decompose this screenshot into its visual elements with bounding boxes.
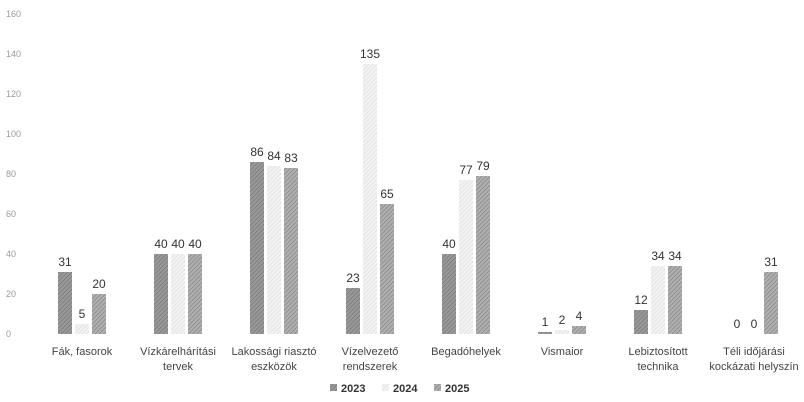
data-label: 77 (459, 163, 473, 177)
category-label-line: kockázati helyszín (709, 361, 798, 373)
y-tick-label: 160 (6, 9, 21, 19)
bar-2023 (634, 310, 648, 334)
y-tick-label: 0 (6, 329, 11, 339)
data-label: 23 (346, 271, 360, 285)
category-label: Vízkárelhárítási tervek (140, 346, 216, 373)
category-label-line: technika (638, 361, 680, 373)
category-label-line: Begadóhelyek (431, 346, 501, 358)
category-label: Vízelvezető rendszerek (342, 346, 399, 373)
y-tick-label: 100 (6, 129, 21, 139)
data-label: 79 (476, 159, 490, 173)
data-label: 40 (154, 237, 168, 251)
category-label: Téli időjárási kockázati helyszín (709, 346, 798, 373)
legend-label: 2025 (445, 383, 469, 395)
data-label: 0 (751, 317, 758, 331)
bar-2024 (171, 254, 185, 334)
data-label: 5 (79, 307, 86, 321)
bar-2024 (555, 330, 569, 334)
category-label: Lebiztosított technika (628, 346, 687, 373)
category-label-line: Lebiztosított (628, 346, 687, 358)
data-label: 34 (651, 249, 665, 263)
data-label: 2 (559, 313, 566, 327)
data-label: 31 (764, 255, 778, 269)
y-tick-label: 80 (6, 169, 16, 179)
data-label: 12 (634, 293, 648, 307)
bar-2024 (363, 64, 377, 334)
data-label: 40 (442, 237, 456, 251)
category-label: Lakossági riasztó eszközök (232, 346, 317, 373)
data-label: 34 (668, 249, 682, 263)
bar-2025 (284, 168, 298, 334)
data-label: 0 (734, 317, 741, 331)
bar-2023 (538, 332, 552, 334)
bar-2023 (154, 254, 168, 334)
legend-swatch-2023 (330, 384, 337, 391)
category-label-line: Vízkárelhárítási (140, 346, 216, 358)
bar-2025 (764, 272, 778, 334)
category-label-line: Vismaior (541, 346, 584, 358)
bar-2023 (442, 254, 456, 334)
category-label: Begadóhelyek (431, 346, 501, 358)
bar-2025 (572, 326, 586, 334)
legend-swatch-2025 (434, 384, 441, 391)
category-label: Fák, fasorok (52, 346, 113, 358)
bar-2025 (92, 294, 106, 334)
data-label: 20 (92, 277, 106, 291)
category-labels: Fák, fasorok Vízkárelhárítási tervek Lakoss… (52, 346, 799, 373)
y-tick-label: 40 (6, 249, 16, 259)
data-label: 83 (284, 151, 298, 165)
data-label: 65 (380, 187, 394, 201)
legend-swatch-2024 (382, 384, 389, 391)
category-label-line: Lakossági riasztó (232, 346, 317, 358)
category-label-line: eszközök (251, 361, 297, 373)
y-axis-ticks: 0 20 40 60 80 100 120 140 160 (6, 9, 21, 339)
bar-2025 (476, 176, 490, 334)
bar-2024 (75, 324, 89, 334)
category-label-line: Fák, fasorok (52, 346, 113, 358)
bar-2024 (267, 166, 281, 334)
y-tick-label: 120 (6, 89, 21, 99)
data-label: 1 (542, 315, 549, 329)
data-label: 84 (267, 149, 281, 163)
category-label-line: tervek (163, 361, 193, 373)
category-label-line: rendszerek (343, 361, 398, 373)
bar-2023 (58, 272, 72, 334)
data-label: 135 (360, 47, 380, 61)
y-tick-label: 60 (6, 209, 16, 219)
data-label: 86 (250, 145, 264, 159)
bar-2024 (651, 266, 665, 334)
legend-label: 2024 (393, 383, 418, 395)
category-label-line: Téli időjárási (723, 346, 785, 358)
bar-2025 (188, 254, 202, 334)
data-label: 31 (58, 255, 72, 269)
legend: 2023 2024 2025 (330, 383, 469, 395)
bar-2023 (250, 162, 264, 334)
data-label: 4 (576, 309, 583, 323)
bar-2025 (668, 266, 682, 334)
legend-label: 2023 (341, 383, 365, 395)
bar-2023 (346, 288, 360, 334)
bar-2025 (380, 204, 394, 334)
category-label-line: Vízelvezető (342, 346, 399, 358)
data-label: 40 (188, 237, 202, 251)
data-label: 40 (171, 237, 185, 251)
category-label: Vismaior (541, 346, 584, 358)
bar-2024 (459, 180, 473, 334)
y-tick-label: 140 (6, 49, 21, 59)
y-tick-label: 20 (6, 289, 16, 299)
bars (58, 64, 778, 334)
